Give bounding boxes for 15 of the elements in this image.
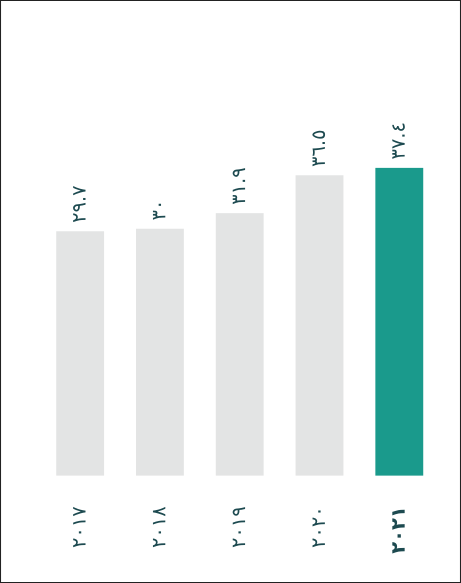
x-tick-label: ٢٠١٧	[73, 506, 86, 548]
data-label: ٣٧.٤	[392, 124, 405, 159]
x-tick-label: ٢٠١٨	[152, 506, 166, 548]
bar	[216, 213, 264, 476]
x-tick-label: ٢٠٢٠	[312, 510, 325, 548]
data-label: ٣١.٩	[232, 168, 246, 204]
bar	[136, 228, 184, 476]
bar	[296, 175, 344, 476]
x-tick-label: ٢٠٢١	[392, 510, 405, 554]
bar	[375, 168, 424, 476]
data-label: ٣٠	[152, 204, 166, 220]
bar	[56, 231, 104, 476]
data-label: ٢٩.٧	[73, 186, 86, 222]
data-label: ٣٦.٥	[312, 130, 326, 166]
x-tick-label: ٢٠١٩	[232, 507, 246, 548]
